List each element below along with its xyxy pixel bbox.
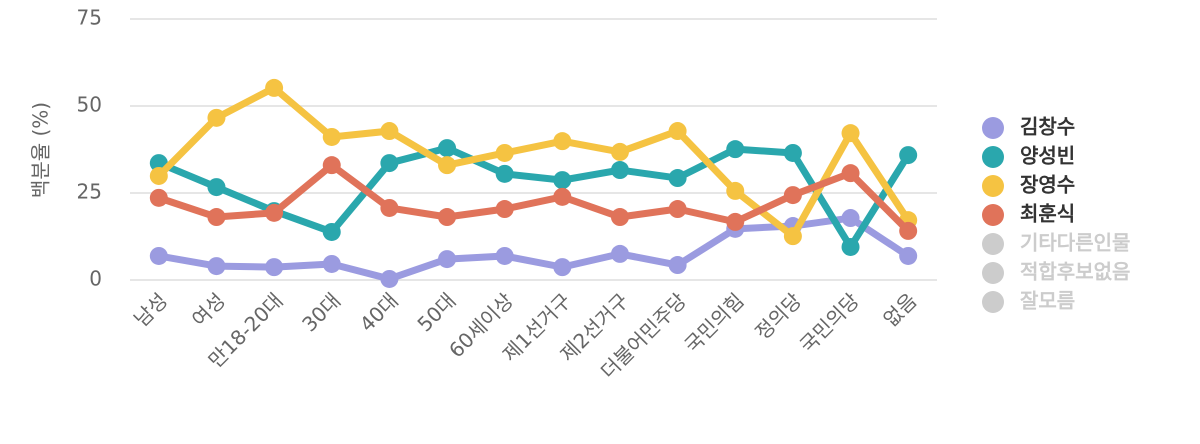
x-tick-label: 남성 [129, 288, 172, 331]
data-point [610, 208, 629, 227]
data-point [899, 221, 918, 240]
data-point [726, 181, 745, 200]
data-point [149, 166, 168, 185]
data-point [841, 237, 860, 256]
data-point [438, 208, 457, 227]
y-tick-label: 25 [77, 180, 102, 204]
data-point [899, 146, 918, 165]
data-point [668, 122, 687, 141]
data-point [207, 257, 226, 276]
data-point [265, 258, 284, 277]
data-point [726, 212, 745, 231]
x-tick-label: 50대 [412, 288, 460, 336]
data-point [495, 143, 514, 162]
x-tick-label: 국민의힘 [680, 288, 749, 357]
data-point [668, 200, 687, 219]
data-point [841, 209, 860, 228]
series-line [156, 84, 912, 240]
legend-label: 잘모름 [1020, 289, 1075, 313]
data-point [265, 203, 284, 222]
data-point [495, 164, 514, 183]
data-point [668, 169, 687, 188]
data-point [783, 186, 802, 205]
data-point [783, 227, 802, 246]
legend-label: 최훈식 [1020, 202, 1075, 226]
data-point [322, 156, 341, 175]
legend-marker [982, 117, 1004, 139]
data-point [841, 164, 860, 183]
legend-marker [982, 175, 1004, 197]
legend-marker [982, 204, 1004, 226]
data-point [726, 140, 745, 159]
data-point [841, 124, 860, 143]
series-line [157, 144, 912, 251]
legend-marker [982, 233, 1004, 255]
data-point [207, 208, 226, 227]
data-point [380, 269, 399, 288]
data-point [553, 132, 572, 151]
y-tick-label: 75 [77, 6, 102, 30]
data-point [495, 246, 514, 265]
data-point [553, 171, 572, 190]
data-point [495, 200, 514, 219]
y-tick-label: 50 [77, 93, 102, 117]
data-point [149, 188, 168, 207]
x-tick-label: 정의당 [750, 288, 806, 344]
data-point [553, 187, 572, 206]
data-point [553, 258, 572, 277]
x-tick-label: 없음 [879, 288, 922, 331]
legend-label: 김창수 [1020, 115, 1075, 139]
data-point [438, 156, 457, 175]
legend-marker [982, 262, 1004, 284]
data-point [380, 122, 399, 141]
data-point [322, 127, 341, 146]
data-point [322, 222, 341, 241]
legend-marker [982, 146, 1004, 168]
x-tick-label: 30대 [297, 288, 345, 336]
data-point [322, 254, 341, 273]
data-point [438, 139, 457, 158]
y-axis-label: 백분율 (%) [29, 102, 53, 198]
legend-marker [982, 291, 1004, 313]
x-tick-label: 국민의당 [795, 288, 864, 357]
legend-label: 장영수 [1020, 173, 1075, 197]
legend-label: 양성빈 [1020, 144, 1075, 168]
data-point [783, 143, 802, 162]
data-point [207, 178, 226, 197]
x-tick-label: 40대 [355, 288, 403, 336]
data-point [207, 108, 226, 127]
data-point [380, 198, 399, 217]
data-point [610, 142, 629, 161]
series-line [157, 161, 911, 234]
data-point [610, 161, 629, 180]
legend-label: 적합후보없음 [1020, 260, 1130, 284]
data-point [149, 246, 168, 265]
data-point [265, 78, 284, 97]
data-point [380, 154, 399, 173]
data-point [438, 250, 457, 269]
y-tick-label: 0 [89, 267, 102, 291]
data-point [610, 244, 629, 263]
data-point [668, 256, 687, 275]
data-point [899, 246, 918, 265]
legend-label: 기타다른인물 [1020, 231, 1130, 255]
x-tick-label: 여성 [187, 288, 230, 331]
